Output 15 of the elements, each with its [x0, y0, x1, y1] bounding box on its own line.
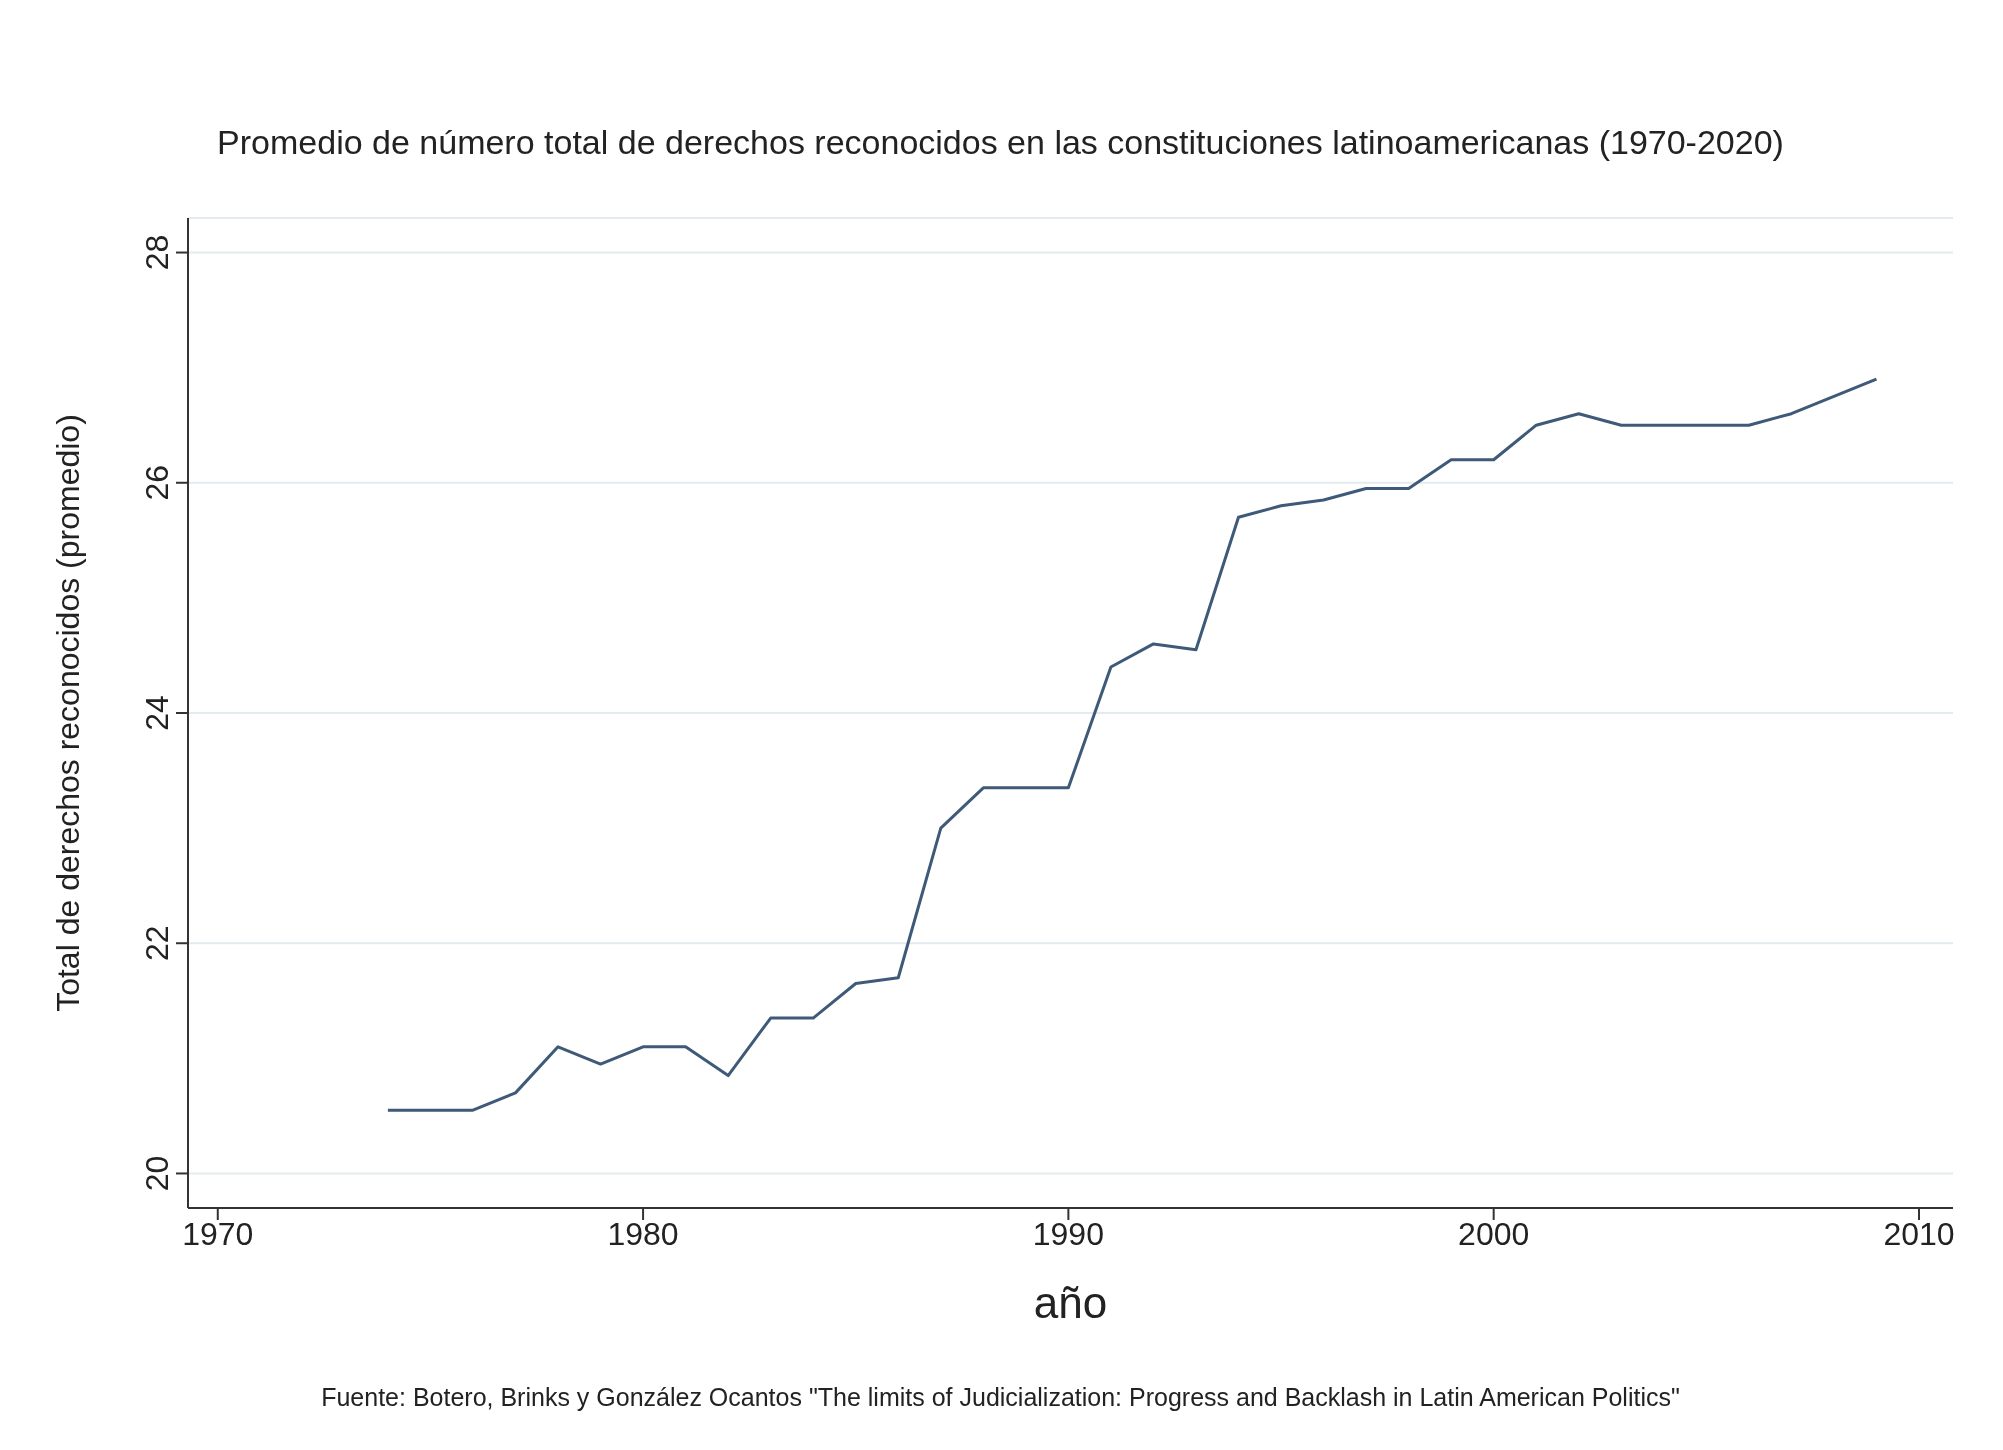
x-tick-label: 1990	[1032, 1215, 1104, 1252]
y-tick-label: 20	[139, 1155, 175, 1192]
x-tick-label: 1970	[182, 1215, 254, 1252]
y-tick-label: 22	[139, 925, 175, 962]
y-tick-label: 26	[139, 464, 175, 501]
x-tick-label: 2010	[1883, 1215, 1955, 1252]
x-tick-label: 2000	[1458, 1215, 1530, 1252]
source-note: Fuente: Botero, Brinks y González Ocantos "The limits of Judicialization: Progress and Backlash in Latin American Politics"	[320, 1383, 1681, 1412]
line-series	[386, 377, 1878, 1112]
x-axis-title: año	[1033, 1278, 1108, 1327]
y-tick-label: 24	[139, 695, 175, 731]
y-axis-title: Total de derechos reconocidos (promedio)	[50, 414, 87, 1012]
chart-title: Promedio de número total de derechos reconocidos en las constituciones latinoamericanas (1970-2020)	[216, 123, 1785, 162]
x-tick-label: 1980	[607, 1215, 679, 1252]
y-tick-label: 28	[139, 234, 175, 271]
